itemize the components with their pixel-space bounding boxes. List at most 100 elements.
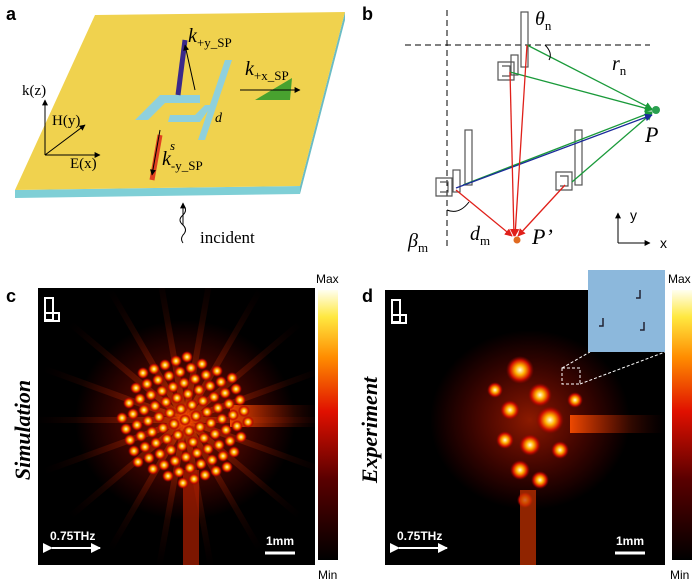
hot-spot: [128, 445, 140, 457]
hot-spot: [152, 374, 164, 386]
hot-spot: [174, 366, 186, 378]
hot-spot: [127, 408, 139, 420]
hot-spot: [506, 356, 534, 384]
ray: [68, 321, 187, 423]
zoom-line: [579, 351, 666, 385]
axis: [44, 124, 86, 156]
beam: [570, 415, 665, 433]
hot-spot: [238, 405, 250, 417]
hot-spot: [496, 431, 514, 449]
hot-spot: [145, 389, 157, 401]
arrow: [183, 44, 196, 91]
hot-spot: [141, 378, 153, 390]
symbol: k: [162, 148, 172, 170]
hot-spot: [220, 424, 232, 436]
hot-spot: [137, 367, 149, 379]
hot-spot: [227, 409, 239, 421]
symbol: d: [470, 223, 481, 245]
ray: [155, 419, 188, 565]
axis-label: H(y): [52, 113, 80, 129]
hot-spot: [161, 433, 173, 445]
axis-label: x: [660, 235, 667, 251]
hot-spot: [205, 417, 217, 429]
panel-title: Simulation: [10, 380, 35, 480]
hot-spot: [157, 422, 169, 434]
hot-spot: [163, 370, 175, 382]
symbol: β: [407, 230, 418, 252]
hot-spot: [234, 394, 246, 406]
hot-spot: [181, 351, 193, 363]
hot-spot: [147, 463, 159, 475]
hot-spot: [135, 430, 147, 442]
panel-d: Experiment 0.75THz 1mm Max Min: [357, 270, 692, 582]
hot-spot: [210, 465, 222, 477]
angle-label: θn: [535, 8, 552, 33]
scale-bar-label: 1mm: [266, 534, 294, 548]
hot-spot: [208, 391, 220, 403]
point-label: P’: [531, 224, 553, 249]
hot-spot: [206, 454, 218, 466]
hot-spot: [191, 447, 203, 459]
hot-spot: [221, 461, 233, 473]
frequency-label: 0.75THz: [50, 529, 95, 543]
panel-a: k(z) H(y) E(x) k+y_SP k+x_SP k-y_SP d s …: [15, 12, 345, 247]
hot-spot: [150, 437, 162, 449]
hot-spot: [201, 406, 213, 418]
cell-icon: [391, 299, 407, 324]
wavevector-label: k-y_SP: [162, 148, 203, 173]
hot-spot: [198, 432, 210, 444]
hot-spot: [120, 423, 132, 435]
panel-label: b: [362, 4, 373, 24]
ray: [182, 288, 215, 421]
hot-spot: [143, 452, 155, 464]
micrograph-inset: [588, 270, 665, 352]
hot-spot: [175, 403, 187, 415]
hot-spot: [199, 469, 211, 481]
ray: [183, 417, 302, 519]
hot-spot: [215, 376, 227, 388]
axis-label: y: [630, 207, 637, 223]
hot-spot: [188, 473, 200, 485]
hot-spot: [134, 393, 146, 405]
panel-title: Experiment: [357, 376, 382, 484]
hot-spot: [165, 444, 177, 456]
hot-spot: [219, 387, 231, 399]
hot-spot: [228, 446, 240, 458]
zoom-line: [561, 351, 591, 369]
dimension-label: d: [215, 111, 223, 126]
hot-spot: [146, 426, 158, 438]
hot-spot: [209, 428, 221, 440]
hot-spot: [187, 436, 199, 448]
hot-spot: [180, 451, 192, 463]
hot-spot: [138, 404, 150, 416]
hot-spot: [211, 365, 223, 377]
wavevector-label: k+x_SP: [245, 58, 289, 83]
slot: [168, 105, 212, 122]
slab-side: [300, 12, 345, 194]
panel-label: c: [6, 286, 16, 306]
hot-spot: [160, 396, 172, 408]
zoom-box: [561, 367, 581, 385]
hot-spot: [531, 471, 549, 489]
cell-icon: [44, 297, 60, 322]
beam: [183, 470, 199, 565]
colorbar: [672, 290, 692, 560]
rays: [455, 44, 653, 237]
hot-spot: [487, 382, 503, 398]
hot-spot: [519, 434, 541, 456]
hot-spot: [224, 435, 236, 447]
beam: [520, 490, 536, 565]
hot-spot: [176, 440, 188, 452]
hot-spot: [193, 384, 205, 396]
frequency-label: 0.75THz: [397, 529, 442, 543]
hot-spot: [130, 382, 142, 394]
hot-spot: [159, 359, 171, 371]
hot-spot: [200, 369, 212, 381]
colorbar-min: Min: [318, 568, 337, 582]
angle-label: βm: [407, 230, 428, 255]
hot-spot: [162, 470, 174, 482]
hot-spot: [183, 425, 195, 437]
colorbar-max: Max: [668, 272, 691, 286]
hot-spot: [149, 400, 161, 412]
hot-spot: [116, 412, 128, 424]
